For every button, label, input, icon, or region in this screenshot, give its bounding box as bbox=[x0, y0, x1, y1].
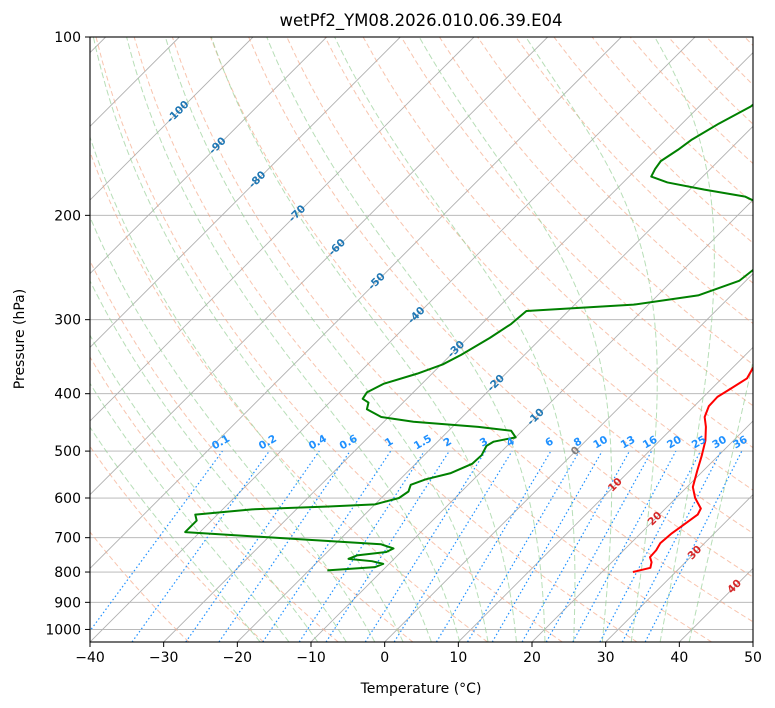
mixing-ratio-line bbox=[364, 450, 486, 642]
chart-title: wetPf2_YM08.2026.010.06.39.E04 bbox=[279, 11, 562, 31]
dry-adiabat bbox=[248, 37, 753, 578]
y-axis: 100 200 300 400 500 600 700 800 900 1000 bbox=[45, 30, 90, 638]
x-tick-label: 0 bbox=[380, 650, 389, 666]
x-tick-label: −40 bbox=[75, 650, 105, 666]
plot-frame bbox=[89, 36, 754, 643]
y-tick-label: 700 bbox=[54, 531, 81, 547]
x-tick-label: 50 bbox=[744, 650, 762, 666]
mixing-ratio-line bbox=[325, 450, 450, 642]
mixing-ratio-line bbox=[435, 450, 552, 642]
x-axis: −40 −30 −20 −10 0 10 20 30 40 50 bbox=[75, 642, 762, 666]
mixing-ratio-lines bbox=[90, 450, 743, 642]
y-tick-label: 100 bbox=[54, 30, 81, 46]
x-tick-label: 30 bbox=[597, 650, 615, 666]
dry-adiabat bbox=[90, 531, 190, 642]
y-tick-label: 200 bbox=[54, 208, 81, 224]
moist-adiabat bbox=[418, 37, 613, 642]
dry-adiabat bbox=[95, 37, 563, 642]
isotherm-line bbox=[90, 37, 475, 422]
isotherm-line bbox=[531, 420, 753, 642]
dry-adiabat bbox=[90, 259, 414, 642]
moist-adiabat bbox=[90, 382, 290, 642]
moist-adiabat bbox=[90, 135, 404, 642]
dry-adiabat bbox=[90, 445, 264, 642]
dry-adiabat bbox=[515, 37, 753, 284]
x-tick-label: −10 bbox=[296, 650, 326, 666]
y-tick-label: 800 bbox=[54, 565, 81, 581]
isotherm-line bbox=[458, 346, 753, 642]
dry-adiabat bbox=[90, 356, 339, 642]
temperature-profile-line bbox=[632, 365, 753, 574]
moist-adiabat bbox=[90, 215, 376, 642]
moist-adiabat bbox=[525, 37, 658, 642]
pressure-grid bbox=[90, 37, 753, 630]
y-tick-label: 300 bbox=[54, 313, 81, 329]
moist-adiabat bbox=[210, 37, 517, 642]
mixing-ratio-line bbox=[393, 450, 513, 642]
y-tick-label: 1000 bbox=[45, 622, 81, 638]
dry-adiabat bbox=[324, 37, 753, 491]
y-tick-label: 500 bbox=[54, 444, 81, 460]
isotherm-line bbox=[384, 273, 753, 642]
dry-adiabat bbox=[90, 150, 488, 642]
mixing-ratio-line bbox=[218, 450, 351, 642]
x-axis-title: Temperature (°C) bbox=[360, 681, 482, 697]
isotherm-line bbox=[163, 52, 753, 642]
x-tick-label: 10 bbox=[449, 650, 467, 666]
x-tick-label: 40 bbox=[670, 650, 688, 666]
dry-adiabat bbox=[400, 37, 753, 407]
mixing-ratio-line bbox=[491, 450, 603, 642]
isotherm-line bbox=[90, 37, 622, 569]
y-tick-label: 400 bbox=[54, 387, 81, 403]
y-tick-label: 600 bbox=[54, 491, 81, 507]
mixing-ratio-line bbox=[545, 450, 653, 642]
y-axis-title: Pressure (hPa) bbox=[12, 289, 28, 389]
moist-adiabat bbox=[164, 37, 489, 642]
moist-adiabat bbox=[90, 426, 261, 642]
isotherm-line bbox=[90, 37, 548, 496]
dry-adiabat bbox=[171, 37, 712, 642]
isotherm-line bbox=[90, 37, 401, 348]
x-tick-label: −30 bbox=[149, 650, 179, 666]
dry-adiabat bbox=[133, 37, 638, 642]
isotherm-line bbox=[90, 37, 254, 201]
mixing-ratio-line bbox=[466, 450, 580, 642]
moist-adiabats bbox=[90, 37, 753, 642]
dry-adiabat bbox=[439, 37, 753, 366]
moist-adiabat bbox=[654, 37, 715, 642]
dewpoint-profile-line bbox=[184, 103, 753, 572]
dry-adiabat bbox=[210, 37, 753, 623]
mixing-ratio-line bbox=[572, 450, 677, 642]
moist-adiabat bbox=[688, 358, 753, 642]
isotherm-line bbox=[90, 37, 696, 642]
plot-area: 0.1 0.2 0.4 0.6 1 1.5 2 3 4 6 8 10 13 16 20 25 30 36-100-… bbox=[90, 37, 753, 642]
y-tick-label: 900 bbox=[54, 595, 81, 611]
mixing-ratio-line bbox=[521, 450, 631, 642]
moist-adiabat bbox=[126, 37, 461, 642]
moist-adiabat bbox=[334, 37, 576, 642]
x-tick-label: 20 bbox=[523, 650, 541, 666]
isotherm-line bbox=[90, 37, 327, 275]
moist-adiabat bbox=[90, 334, 319, 642]
moist-adiabat bbox=[92, 37, 432, 642]
profile-lines bbox=[184, 103, 753, 574]
isotherm-grid bbox=[90, 37, 753, 642]
isotherm-line bbox=[605, 494, 753, 642]
dry-adiabats bbox=[90, 37, 753, 642]
moist-adiabat bbox=[266, 37, 546, 642]
mixing-ratio-line bbox=[185, 450, 320, 642]
x-tick-label: −20 bbox=[223, 650, 253, 666]
